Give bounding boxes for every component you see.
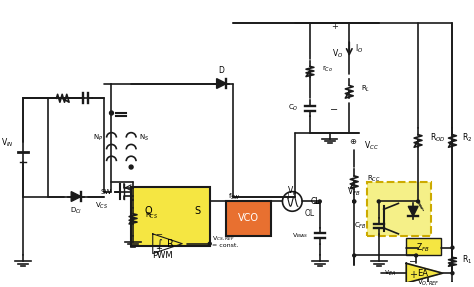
- Circle shape: [353, 200, 356, 203]
- Polygon shape: [71, 192, 81, 201]
- Text: V$_{CC}$: V$_{CC}$: [364, 139, 378, 152]
- Text: V$_{BIAS}$: V$_{BIAS}$: [292, 231, 308, 240]
- Text: R$_{OD}$: R$_{OD}$: [430, 131, 445, 144]
- Text: V$_O$: V$_O$: [332, 48, 343, 60]
- Text: R$_{CS}$: R$_{CS}$: [145, 211, 158, 221]
- Circle shape: [415, 254, 418, 257]
- Text: −: −: [409, 257, 417, 267]
- Circle shape: [451, 246, 454, 249]
- Text: OL: OL: [305, 209, 315, 218]
- Text: SW: SW: [100, 189, 111, 195]
- Text: EA: EA: [418, 269, 428, 278]
- Bar: [227, 201, 271, 236]
- Text: V$_{FB}$: V$_{FB}$: [347, 185, 361, 198]
- Text: −: −: [155, 230, 162, 239]
- Bar: [367, 182, 431, 236]
- Circle shape: [353, 200, 356, 203]
- Circle shape: [109, 111, 113, 115]
- Text: D$_{Cl}$: D$_{Cl}$: [70, 206, 82, 216]
- Text: V$_{O,REF}$: V$_{O,REF}$: [417, 277, 439, 287]
- Text: R$_{CC}$: R$_{CC}$: [367, 174, 381, 184]
- Text: /: /: [416, 200, 426, 209]
- Text: R$_2$: R$_2$: [462, 131, 473, 144]
- Text: /: /: [418, 201, 428, 211]
- Text: ⊕: ⊕: [349, 137, 356, 146]
- Text: S: S: [194, 206, 200, 216]
- Text: +: +: [284, 193, 292, 201]
- Circle shape: [377, 200, 380, 203]
- Circle shape: [451, 272, 454, 275]
- Polygon shape: [406, 263, 443, 283]
- Text: +: +: [409, 270, 417, 280]
- Text: f$_{SW}$: f$_{SW}$: [228, 191, 241, 202]
- Circle shape: [208, 242, 211, 245]
- Text: R: R: [167, 239, 174, 249]
- Text: V$_{IN}$: V$_{IN}$: [1, 136, 14, 149]
- Text: Z$_{FB}$: Z$_{FB}$: [416, 241, 430, 254]
- Text: V$_{CS,REF}$: V$_{CS,REF}$: [212, 235, 235, 243]
- Text: I$_O$: I$_O$: [355, 43, 363, 55]
- Circle shape: [353, 254, 356, 257]
- Polygon shape: [408, 206, 418, 216]
- Text: V$_{CS}$: V$_{CS}$: [95, 201, 109, 212]
- Text: R$_L$: R$_L$: [361, 83, 370, 94]
- Text: = const.: = const.: [212, 243, 238, 248]
- Text: CL: CL: [310, 197, 319, 206]
- Text: −: −: [330, 105, 338, 115]
- Text: R$_1$: R$_1$: [462, 253, 473, 266]
- Text: ∫: ∫: [157, 239, 163, 249]
- Text: VCO: VCO: [237, 213, 258, 223]
- Bar: [406, 238, 441, 255]
- Text: V$_p$: V$_p$: [287, 185, 298, 198]
- Text: +: +: [331, 22, 338, 32]
- Text: v$_{EA}$: v$_{EA}$: [384, 269, 396, 278]
- Text: C$_{FB}$: C$_{FB}$: [354, 221, 367, 231]
- Circle shape: [417, 200, 419, 203]
- Text: N$_S$: N$_S$: [139, 133, 149, 143]
- Circle shape: [319, 200, 321, 203]
- Text: +: +: [155, 244, 162, 253]
- Text: C$_O$: C$_O$: [288, 103, 298, 113]
- Polygon shape: [217, 79, 227, 88]
- Text: N$_P$: N$_P$: [93, 133, 104, 143]
- Bar: [131, 187, 210, 246]
- Text: PWM: PWM: [152, 251, 173, 260]
- Circle shape: [129, 165, 133, 169]
- Text: Q: Q: [144, 206, 152, 216]
- Text: r$_{Co}$: r$_{Co}$: [322, 64, 333, 74]
- Text: D: D: [219, 66, 225, 75]
